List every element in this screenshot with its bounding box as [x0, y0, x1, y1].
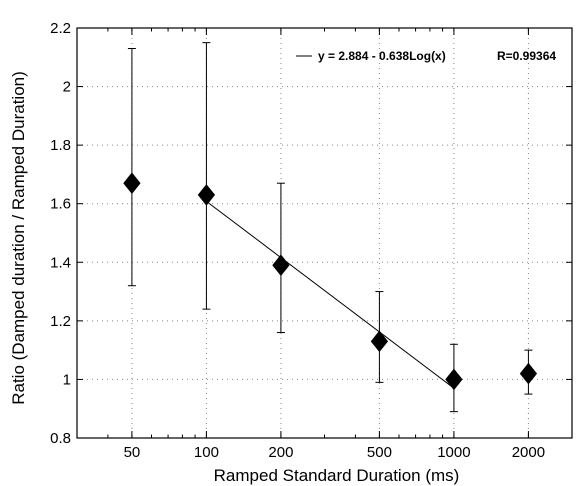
legend-equation: y = 2.884 - 0.638Log(x)	[318, 49, 446, 63]
data-point	[519, 362, 538, 385]
plot-frame	[76, 27, 573, 439]
x-tick-label: 100	[194, 444, 219, 461]
x-tick-label: 200	[268, 444, 293, 461]
y-tick-label: 1.4	[50, 254, 71, 271]
y-tick-label: 1.6	[50, 196, 71, 213]
y-tick-label: 0.8	[50, 430, 71, 447]
y-tick-label: 2.2	[50, 20, 71, 37]
x-tick-label: 1000	[437, 444, 470, 461]
y-tick-label: 1.2	[50, 313, 71, 330]
x-tick-label: 50	[124, 444, 141, 461]
y-axis-title: Ratio (Damped duration / Ramped Duration…	[9, 71, 28, 405]
y-tick-label: 1	[63, 371, 71, 388]
data-point	[445, 368, 463, 391]
fit-line	[206, 200, 455, 389]
x-tick-label: 2000	[512, 444, 545, 461]
data-point	[197, 184, 216, 206]
legend-r-value: R=0.99364	[497, 49, 556, 63]
data-point	[123, 172, 141, 195]
y-tick-label: 1.8	[50, 137, 71, 154]
x-axis-title: Ramped Standard Duration (ms)	[214, 466, 460, 485]
y-tick-label: 2	[63, 79, 71, 96]
x-tick-label: 500	[367, 444, 392, 461]
data-point	[272, 254, 290, 277]
data-point	[370, 330, 389, 353]
